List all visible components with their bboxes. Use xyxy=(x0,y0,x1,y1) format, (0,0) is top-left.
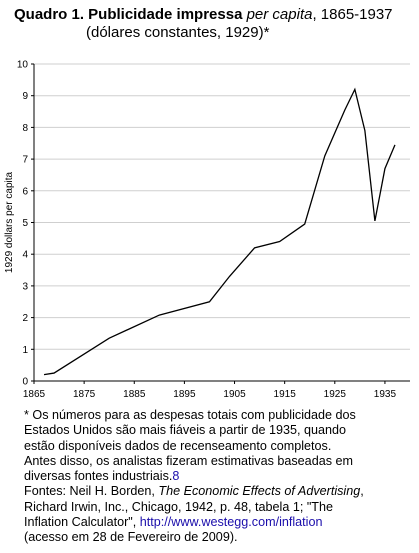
book-title: The Economic Effects of Advertising xyxy=(158,484,361,499)
x-tick-label: 1875 xyxy=(73,389,96,400)
y-tick-label: 4 xyxy=(22,250,28,261)
y-tick-label: 7 xyxy=(22,155,28,166)
footnotes: * Os números para as despesas totais com… xyxy=(24,408,416,546)
note-text: Fontes: Neil H. Borden, xyxy=(24,484,159,499)
note-line: estão disponíveis dados de recenseamento… xyxy=(24,438,332,453)
x-ticks: 1865 1875 1885 1895 1905 1915 1925 1935 xyxy=(23,381,397,400)
y-tick-label: 9 xyxy=(22,91,28,102)
note-line: * Os números para as despesas totais com… xyxy=(24,408,356,422)
x-tick-label: 1885 xyxy=(123,389,146,400)
series xyxy=(43,87,396,376)
note-text: diversas fontes industriais. xyxy=(24,469,173,484)
series-line xyxy=(43,87,396,376)
title-suffix: , 1865-1937 xyxy=(312,6,393,23)
note-text: Inflation Calculator", xyxy=(24,515,140,530)
footnote-reference-link[interactable]: 8 xyxy=(172,469,180,484)
note-line: Richard Irwin, Inc., Chicago, 1942, p. 4… xyxy=(24,499,333,514)
y-tick-label: 2 xyxy=(22,313,28,324)
y-tick-label: 6 xyxy=(22,186,28,197)
y-tick-label: 10 xyxy=(17,60,29,71)
chart-title: Quadro 1. Publicidade impressa per capit… xyxy=(14,6,414,42)
note-line: (acesso em 28 de Fevereiro de 2009). xyxy=(24,530,238,545)
note-line: Antes disso, os analistas fizeram estima… xyxy=(24,453,353,468)
inflation-calculator-link[interactable]: http://www.westegg.com/inflation xyxy=(139,515,323,530)
x-tick-label: 1905 xyxy=(223,389,246,400)
y-ticks: 0 1 2 3 4 5 6 7 8 9 10 xyxy=(17,60,34,388)
title-italic: per capita xyxy=(246,6,313,23)
x-tick-label: 1935 xyxy=(374,389,397,400)
note-line: diversas fontes industriais.8 xyxy=(24,469,416,484)
note-line: Fontes: Neil H. Borden, The Economic Eff… xyxy=(24,484,416,499)
note-line: Inflation Calculator", http://www.westeg… xyxy=(24,515,416,530)
x-tick-label: 1865 xyxy=(23,389,46,400)
note-text: , xyxy=(360,484,364,499)
y-tick-label: 1 xyxy=(22,345,28,356)
title-line-2: (dólares constantes, 1929)* xyxy=(86,24,270,41)
grid xyxy=(34,63,410,382)
title-prefix: Quadro 1. Publicidade impressa xyxy=(14,6,247,23)
y-tick-label: 0 xyxy=(22,377,28,388)
x-tick-label: 1915 xyxy=(274,389,297,400)
y-tick-label: 3 xyxy=(22,281,28,292)
note-line: Estados Unidos são mais fiáveis a partir… xyxy=(24,423,347,438)
x-tick-label: 1925 xyxy=(324,389,347,400)
line-chart: 1865 1875 1885 1895 1905 1915 1925 1935 0 1 2 3 4 5 6… xyxy=(4,60,410,400)
y-axis-label: 1929 dollars per capita xyxy=(4,171,15,273)
y-tick-label: 5 xyxy=(22,218,28,229)
title-line-1: Quadro 1. Publicidade impressa per capit… xyxy=(14,6,414,24)
y-tick-label: 8 xyxy=(22,123,28,134)
x-tick-label: 1895 xyxy=(173,389,196,400)
